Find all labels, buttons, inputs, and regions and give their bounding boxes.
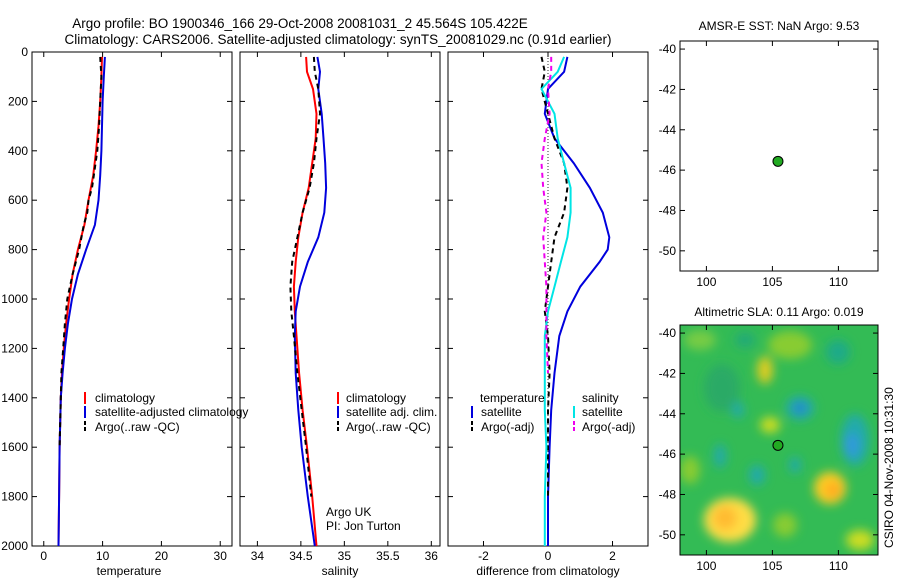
legend-label-sal-argo: Argo(-adj) xyxy=(582,420,635,434)
x-tick-label: 100 xyxy=(696,275,716,289)
difference-legend: temperature satellite Argo(-adj) salinit… xyxy=(471,391,635,434)
y-tick-label: 1800 xyxy=(1,490,28,504)
footer-credit: CSIRO 04-Nov-2008 10:31:30 xyxy=(882,387,896,548)
sla-title: Altimetric SLA: 0.11 Argo: 0.019 xyxy=(694,305,864,319)
amsr-title: AMSR-E SST: NaN Argo: 9.53 xyxy=(699,19,860,33)
series-line xyxy=(540,56,553,374)
y-tick-label: -50 xyxy=(659,244,677,258)
x-tick-label: 35.5 xyxy=(376,549,400,563)
legend-label-argo: Argo(..raw -QC) xyxy=(95,420,180,434)
y-tick-label: -44 xyxy=(659,407,677,421)
y-tick-label: -48 xyxy=(659,203,677,217)
legend-label-satellite: satellite adj. clim. xyxy=(346,405,437,419)
difference-xlabel: difference from climatology xyxy=(476,564,619,578)
salinity-annotation-2: PI: Jon Turton xyxy=(326,519,401,533)
legend-title-salinity: salinity xyxy=(582,391,619,405)
x-tick-label: 30 xyxy=(214,549,228,563)
y-tick-label: -40 xyxy=(659,42,677,56)
difference-panel: -2 0 2 difference from climatology tempera… xyxy=(447,51,649,578)
y-tick-label: 1000 xyxy=(1,292,28,306)
x-tick-label: 36 xyxy=(425,549,439,563)
argo-location-marker xyxy=(772,155,784,167)
series-line xyxy=(57,56,103,547)
salinity-axes-box xyxy=(239,51,441,547)
temperature-legend: climatology satellite-adjusted climatolo… xyxy=(84,391,248,434)
x-tick-label: 110 xyxy=(829,559,848,573)
y-tick-label: -46 xyxy=(659,447,677,461)
y-tick-label: -42 xyxy=(659,82,677,96)
series-line xyxy=(540,56,569,497)
salinity-annotation-1: Argo UK xyxy=(326,505,371,519)
y-tick-label: -46 xyxy=(659,163,677,177)
x-tick-label: 100 xyxy=(696,559,716,573)
y-tick-label: 1200 xyxy=(1,341,28,355)
x-tick-label: -2 xyxy=(478,549,489,563)
y-tick-label: -42 xyxy=(659,366,677,380)
legend-label-satellite: satellite-adjusted climatology xyxy=(95,405,248,419)
x-tick-label: 105 xyxy=(762,275,782,289)
y-tick-label: -48 xyxy=(659,487,677,501)
y-tick-label: 1400 xyxy=(1,391,28,405)
y-tick-label: 1600 xyxy=(1,440,28,454)
argo-location-marker xyxy=(772,439,784,451)
legend-label-temp-satellite: satellite xyxy=(481,405,522,419)
x-tick-label: 105 xyxy=(762,559,782,573)
amsr-sst-map: AMSR-E SST: NaN Argo: 9.53 100 105 110 -40 -… xyxy=(659,19,879,289)
y-tick-label: 600 xyxy=(8,193,28,207)
x-tick-label: 0 xyxy=(545,549,552,563)
x-tick-label: 34 xyxy=(251,549,265,563)
series-line xyxy=(293,56,328,547)
x-tick-label: 110 xyxy=(829,275,848,289)
x-tick-label: 35 xyxy=(338,549,352,563)
sla-map: Altimetric SLA: 0.11 Argo: 0.019 xyxy=(659,305,879,573)
temperature-xlabel: temperature xyxy=(97,564,162,578)
legend-title-temperature: temperature xyxy=(480,391,545,405)
salinity-xlabel: salinity xyxy=(322,564,359,578)
y-tick-label: 800 xyxy=(8,243,28,257)
salinity-panel: 34 34.5 35 35.5 36 salinity climatology sate… xyxy=(239,51,441,578)
y-tick-label: 2000 xyxy=(1,539,28,553)
x-tick-label: 0 xyxy=(40,549,47,563)
legend-label-climatology: climatology xyxy=(346,391,406,405)
legend-label-climatology: climatology xyxy=(95,391,155,405)
temperature-axes-box xyxy=(31,51,233,547)
y-tick-label: 200 xyxy=(8,94,28,108)
x-tick-label: 34.5 xyxy=(289,549,313,563)
y-tick-label: 400 xyxy=(8,144,28,158)
y-tick-label: -50 xyxy=(659,528,677,542)
y-tick-label: -40 xyxy=(659,326,677,340)
salinity-legend: climatology satellite adj. clim. Argo(..… xyxy=(337,391,437,434)
x-tick-label: 2 xyxy=(609,549,616,563)
series-line xyxy=(540,56,572,546)
y-tick-label: -44 xyxy=(659,123,677,137)
header-line-2: Climatology: CARS2006. Satellite-adjuste… xyxy=(64,32,611,47)
x-tick-label: 10 xyxy=(96,549,110,563)
legend-label-argo: Argo(..raw -QC) xyxy=(346,420,431,434)
x-tick-label: 20 xyxy=(155,549,169,563)
temperature-panel: 0 10 20 30 0 200 400 600 800 1000 1200 1400 1600 1800… xyxy=(1,45,248,578)
series-line xyxy=(58,56,103,448)
legend-label-temp-argo: Argo(-adj) xyxy=(481,420,534,434)
legend-label-sal-satellite: satellite xyxy=(582,405,623,419)
series-line xyxy=(289,56,322,497)
series-line xyxy=(543,56,611,546)
header-line-1: Argo profile: BO 1900346_166 29-Oct-2008… xyxy=(72,16,528,31)
y-tick-label: 0 xyxy=(21,45,28,59)
sla-axes-box xyxy=(679,324,879,556)
